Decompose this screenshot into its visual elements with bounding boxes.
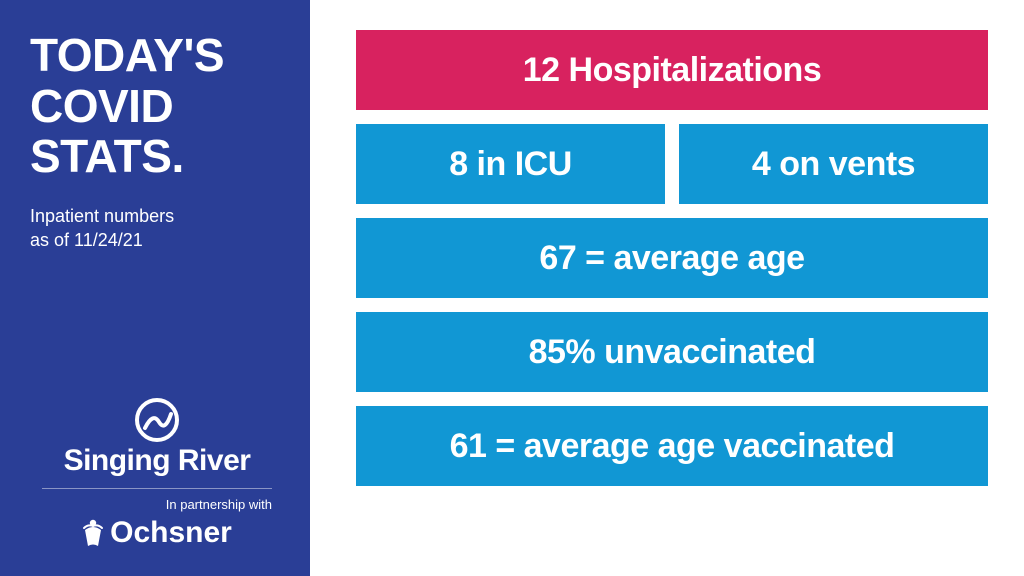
right-panel: 12 Hospitalizations 8 in ICU 4 on vents … (310, 0, 1024, 576)
swirl-icon (135, 398, 179, 442)
logo-divider (42, 488, 272, 489)
ochsner-name: Ochsner (110, 516, 232, 550)
stat-hospitalizations: 12 Hospitalizations (356, 30, 988, 110)
person-icon (82, 518, 104, 548)
stat-vents: 4 on vents (679, 124, 988, 204)
title-line-2: COVID (30, 81, 284, 132)
subtitle-line-2: as of 11/24/21 (30, 228, 284, 252)
partnership-label: In partnership with (42, 497, 272, 512)
title-line-1: TODAY'S (30, 30, 284, 81)
subtitle-line-1: Inpatient numbers (30, 204, 284, 228)
stat-avg-age: 67 = average age (356, 218, 988, 298)
stat-row-avg-age: 67 = average age (356, 218, 988, 298)
stat-unvaccinated: 85% unvaccinated (356, 312, 988, 392)
stat-row-icu-vents: 8 in ICU 4 on vents (356, 124, 988, 204)
singing-river-name: Singing River (64, 444, 251, 478)
stat-row-avg-age-vacc: 61 = average age vaccinated (356, 406, 988, 486)
ochsner-logo: Ochsner (30, 516, 284, 550)
singing-river-logo: Singing River (30, 398, 284, 478)
stat-row-hospitalizations: 12 Hospitalizations (356, 30, 988, 110)
logo-block: Singing River In partnership with Ochsne… (30, 384, 284, 550)
page-title: TODAY'S COVID STATS. (30, 30, 284, 182)
stat-avg-age-vacc: 61 = average age vaccinated (356, 406, 988, 486)
left-panel: TODAY'S COVID STATS. Inpatient numbers a… (0, 0, 310, 576)
stat-row-unvaccinated: 85% unvaccinated (356, 312, 988, 392)
stat-icu: 8 in ICU (356, 124, 665, 204)
subtitle: Inpatient numbers as of 11/24/21 (30, 204, 284, 253)
title-line-3: STATS. (30, 131, 284, 182)
